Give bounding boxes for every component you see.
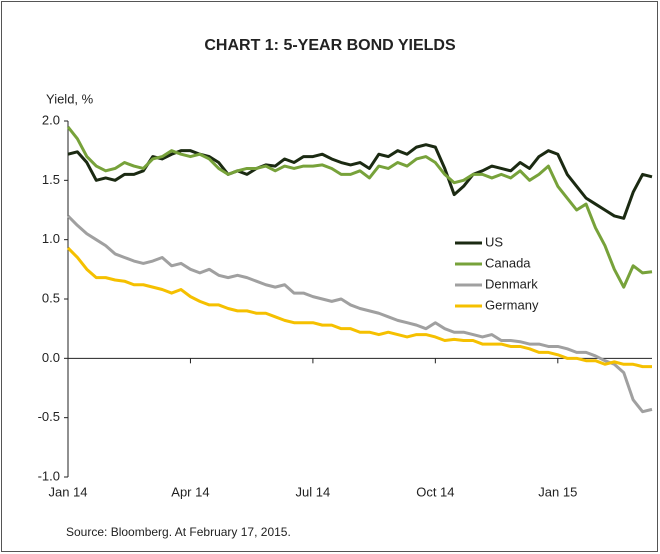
source-note: Source: Bloomberg. At February 17, 2015. [66, 525, 291, 539]
x-tick-label: Apr 14 [171, 484, 209, 499]
legend-label: Denmark [485, 276, 538, 291]
x-tick-label: Jan 15 [538, 484, 577, 499]
x-tick-label: Jul 14 [296, 484, 331, 499]
legend-label: US [485, 234, 503, 249]
y-tick-label: 2.0 [42, 112, 60, 127]
y-tick-label: -0.5 [38, 409, 60, 424]
series-line [66, 214, 653, 414]
y-tick-label: 1.5 [42, 172, 60, 187]
series-line [67, 143, 653, 220]
y-axis-label: Yield, % [46, 91, 94, 106]
legend-label: Germany [485, 297, 539, 312]
x-tick-label: Jan 14 [48, 484, 87, 499]
y-tick-label: 0.5 [42, 290, 60, 305]
y-tick-label: -1.0 [38, 468, 60, 483]
chart-title: CHART 1: 5-YEAR BOND YIELDS [204, 37, 456, 54]
y-tick-label: 1.0 [42, 231, 60, 246]
series-line [66, 125, 653, 289]
series-line [66, 246, 652, 369]
x-tick-label: Oct 14 [416, 484, 454, 499]
y-tick-label: 0.0 [42, 350, 60, 365]
legend-label: Canada [485, 255, 531, 270]
